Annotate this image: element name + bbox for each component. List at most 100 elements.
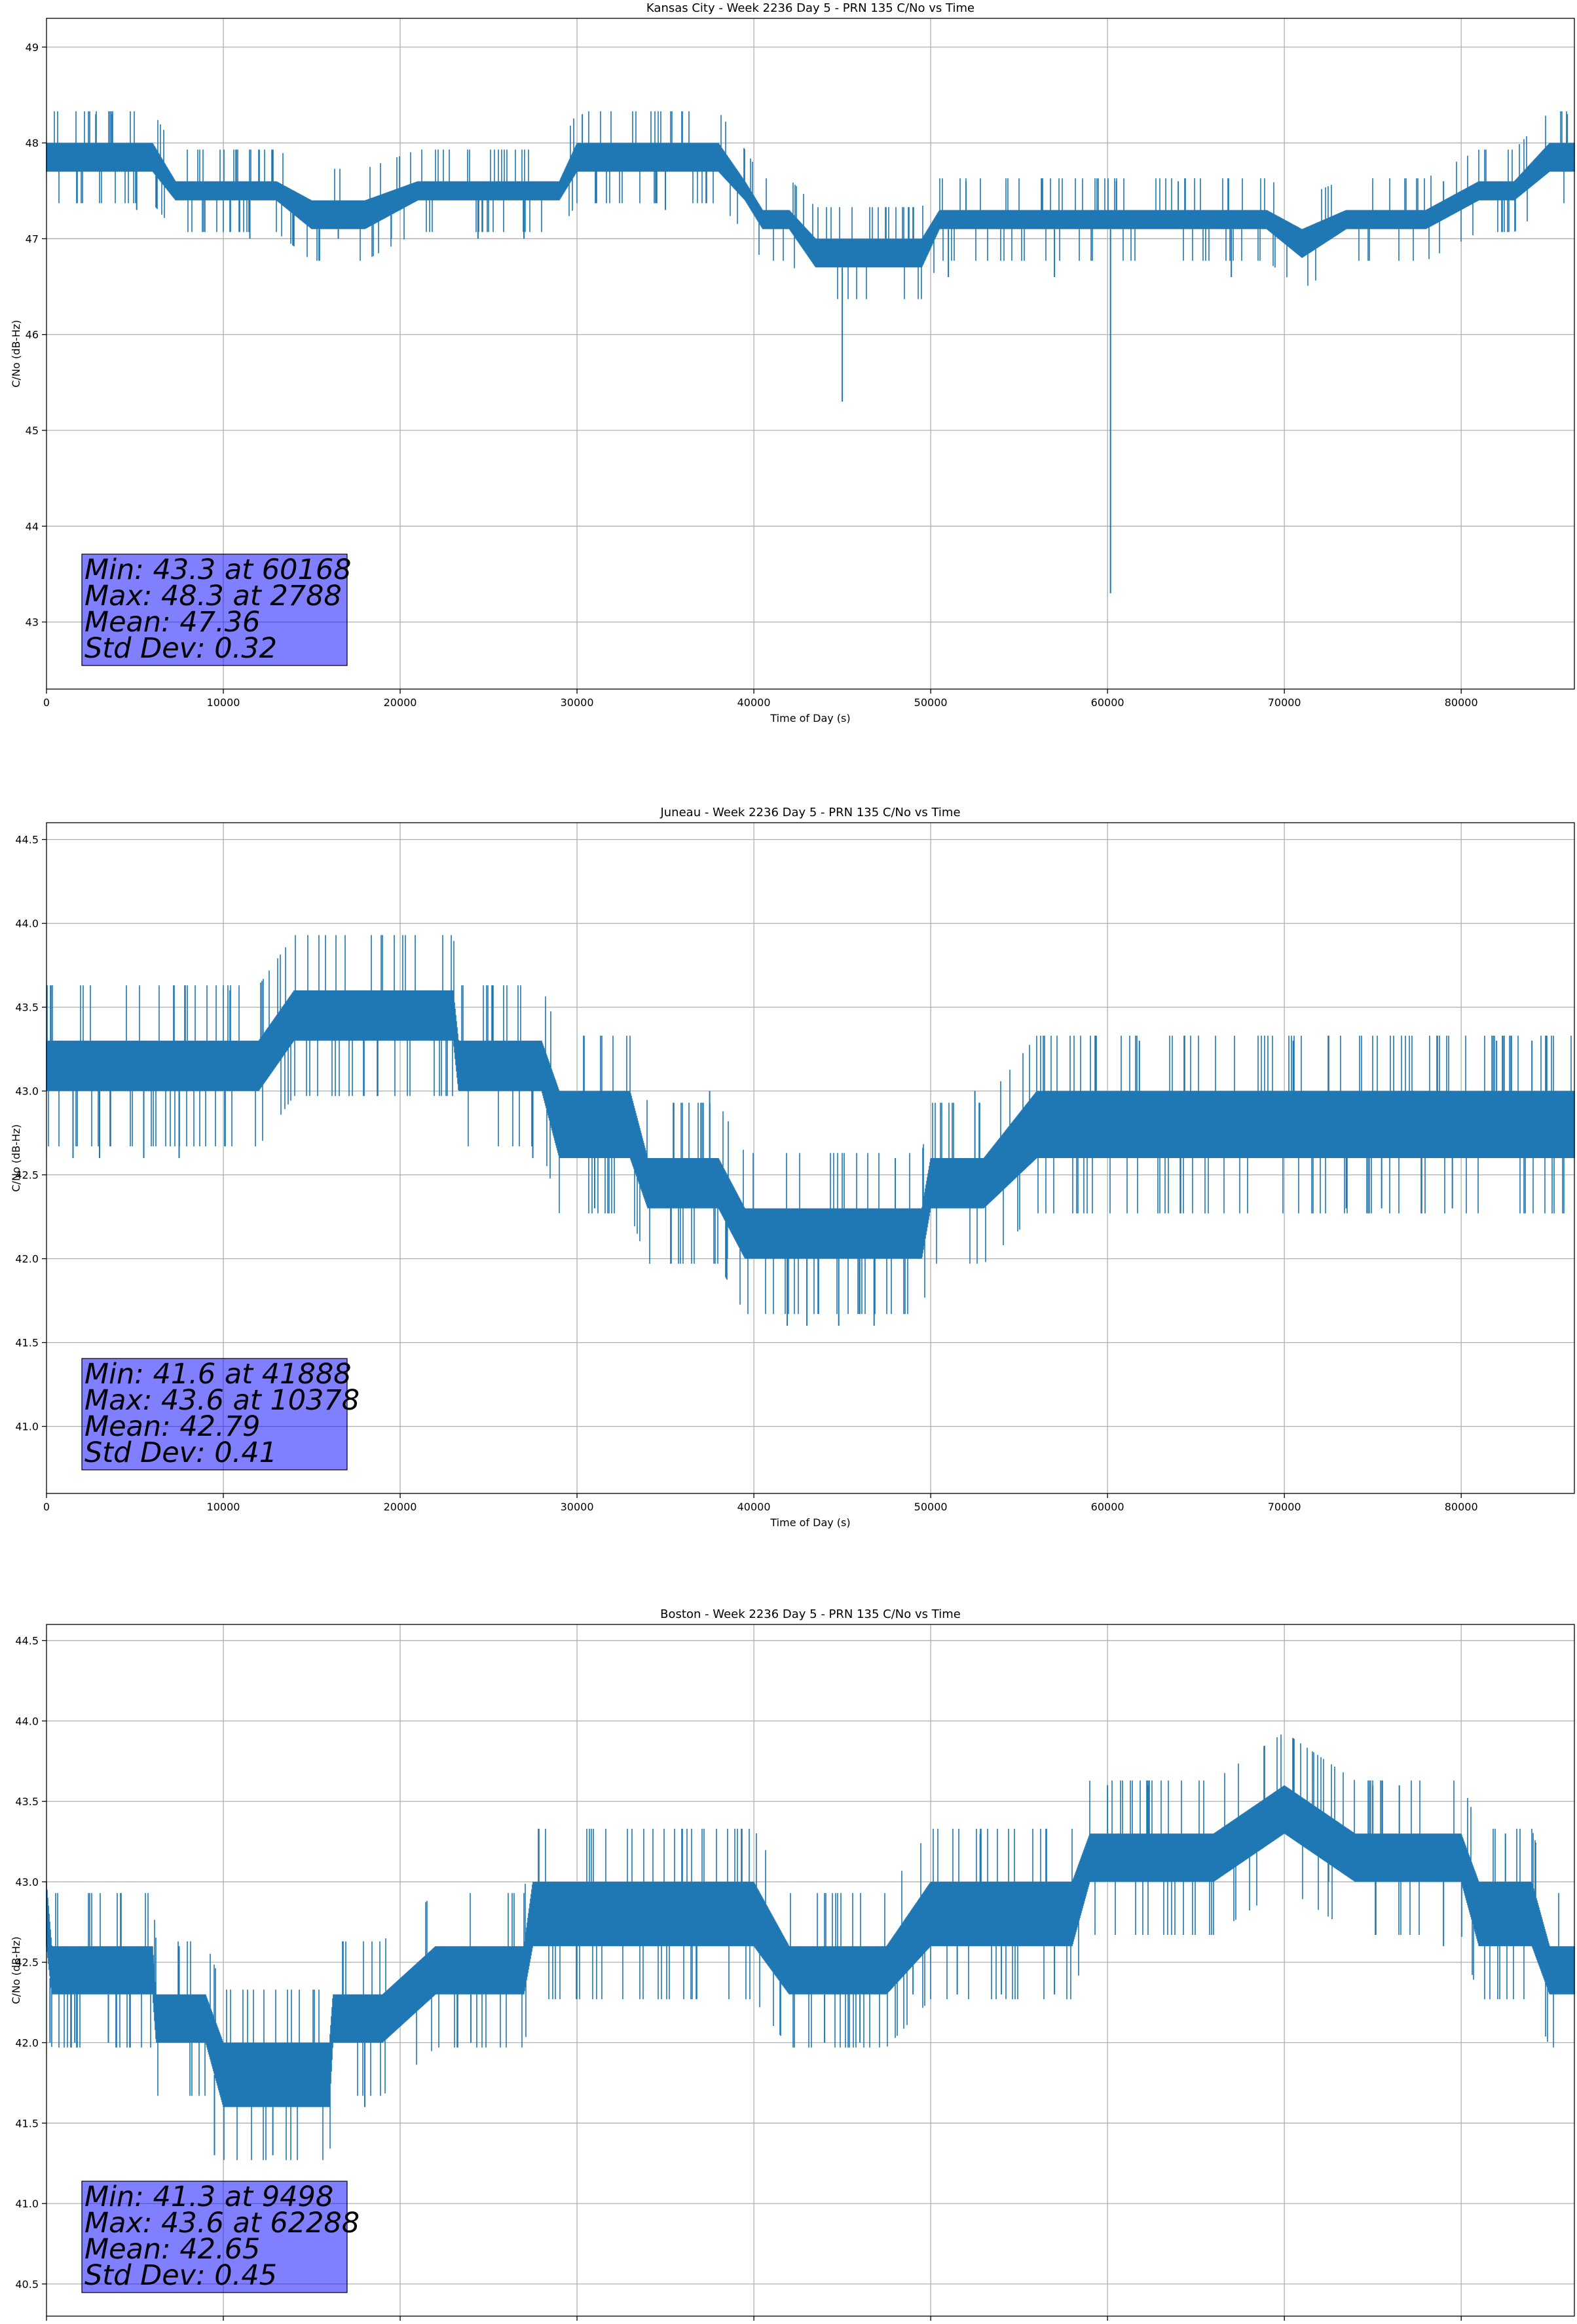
y-tick: 49: [26, 41, 46, 54]
x-tick: 80000: [1445, 689, 1478, 709]
y-tick-label: 44.5: [15, 1635, 39, 1647]
y-tick: 44.5: [15, 834, 46, 846]
x-tick-label: 20000: [384, 1501, 417, 1513]
subplot-1: 0 10000 20000 30000 40000 50000 60000 70000 8000…: [10, 1, 1575, 724]
stats-line: Std Dev: 0.41: [84, 1436, 277, 1469]
x-tick: 30000: [561, 689, 594, 709]
y-tick-label: 40.5: [15, 2278, 39, 2291]
y-tick: 43: [26, 616, 46, 629]
x-tick: 40000: [737, 689, 771, 709]
x-tick: 20000: [384, 1493, 417, 1513]
y-tick: 44: [26, 520, 46, 533]
series-line: [46, 935, 1575, 1315]
y-tick-label: 42.0: [15, 2037, 39, 2050]
x-tick: 0: [43, 2316, 50, 2324]
x-tick: 70000: [1268, 689, 1301, 709]
series-line: [46, 111, 1575, 299]
x-tick: 60000: [1091, 689, 1124, 709]
x-tick: 50000: [914, 1493, 948, 1513]
y-tick-label: 43.5: [15, 1002, 39, 1014]
x-tick-label: 80000: [1445, 1501, 1478, 1513]
x-axis-label: Time of Day (s): [770, 1516, 850, 1529]
y-tick: 43.5: [15, 1002, 46, 1014]
stats-line: Min: 41.3 at 9498: [84, 2181, 333, 2213]
axes-frame: [46, 1624, 1575, 2317]
y-tick-label: 44.0: [15, 918, 39, 930]
y-tick: 45: [26, 424, 46, 437]
stats-box: [81, 2181, 348, 2293]
y-tick-label: 44.0: [15, 1715, 39, 1727]
y-tick-label: 45: [26, 424, 39, 437]
y-tick-label: 48: [26, 137, 39, 149]
y-tick-label: 43: [26, 616, 39, 629]
chart-title: Boston - Week 2236 Day 5 - PRN 135 C/No …: [660, 1607, 961, 1621]
y-tick: 40.5: [15, 2278, 46, 2291]
chart-title: Kansas City - Week 2236 Day 5 - PRN 135 …: [646, 1, 974, 15]
stats-line: Min: 43.3 at 60168: [84, 553, 352, 586]
y-tick-label: 47: [26, 233, 39, 245]
subplot-3: 0 10000 20000 30000 40000 50000 60000 70000 8000…: [10, 1607, 1575, 2324]
x-tick-label: 30000: [561, 1501, 594, 1513]
x-tick-label: 20000: [384, 696, 417, 709]
y-axis-label: C/No (dB-Hz): [10, 1936, 22, 2004]
stats-box: [81, 553, 348, 666]
x-axis-label: Time of Day (s): [770, 712, 850, 724]
series-line: [46, 1734, 1575, 2160]
y-tick-label: 44.5: [15, 834, 39, 846]
x-tick-label: 10000: [207, 1501, 240, 1513]
axes-frame: [46, 822, 1575, 1494]
x-tick: 60000: [1091, 2316, 1124, 2324]
x-tick-label: 0: [43, 1501, 50, 1513]
x-tick: 40000: [737, 2316, 771, 2324]
x-tick-label: 70000: [1268, 696, 1301, 709]
x-tick-label: 40000: [737, 696, 771, 709]
x-tick-label: 60000: [1091, 696, 1124, 709]
x-tick-label: 30000: [561, 696, 594, 709]
y-tick: 41.0: [15, 2198, 46, 2210]
x-tick: 10000: [207, 1493, 240, 1513]
y-tick: 41.0: [15, 1421, 46, 1433]
y-tick-label: 43.0: [15, 1876, 39, 1888]
stats-line: Std Dev: 0.32: [84, 632, 277, 665]
y-tick: 41.5: [15, 2117, 46, 2129]
y-tick-label: 44: [26, 520, 39, 533]
y-tick-label: 41.5: [15, 2117, 39, 2129]
subplot-2: 0 10000 20000 30000 40000 50000 60000 70000 8000…: [10, 806, 1575, 1529]
y-tick: 42.0: [15, 1253, 46, 1265]
x-tick-label: 10000: [207, 696, 240, 709]
x-tick-label: 0: [43, 696, 50, 709]
x-tick: 30000: [561, 1493, 594, 1513]
x-tick: 70000: [1268, 1493, 1301, 1513]
x-tick-label: 40000: [737, 1501, 771, 1513]
y-tick: 41.5: [15, 1337, 46, 1349]
x-tick: 20000: [384, 689, 417, 709]
x-tick: 50000: [914, 689, 948, 709]
y-tick: 42.5: [15, 1169, 46, 1182]
x-tick: 70000: [1268, 2316, 1301, 2324]
y-tick-label: 42.5: [15, 1957, 39, 1969]
x-tick: 20000: [384, 2316, 417, 2324]
y-axis-label: C/No (dB-Hz): [10, 1124, 22, 1191]
stats-line: Std Dev: 0.45: [84, 2259, 277, 2292]
chart-title: Juneau - Week 2236 Day 5 - PRN 135 C/No …: [659, 806, 960, 819]
x-tick: 10000: [207, 2316, 240, 2324]
y-tick-label: 41.5: [15, 1337, 39, 1349]
x-tick: 80000: [1445, 2316, 1478, 2324]
y-tick: 43.0: [15, 1876, 46, 1888]
y-tick: 44.5: [15, 1635, 46, 1647]
x-tick: 0: [43, 1493, 50, 1513]
x-tick: 0: [43, 689, 50, 709]
x-tick: 40000: [737, 1493, 771, 1513]
stats-box: [81, 1358, 348, 1471]
x-tick-label: 50000: [914, 1501, 948, 1513]
y-tick-label: 42.0: [15, 1253, 39, 1265]
stats-line: Mean: 42.79: [84, 1410, 260, 1443]
x-tick-label: 70000: [1268, 1501, 1301, 1513]
x-tick-label: 50000: [914, 696, 948, 709]
stats-line: Max: 43.6 at 62288: [84, 2207, 360, 2240]
x-tick-label: 60000: [1091, 1501, 1124, 1513]
